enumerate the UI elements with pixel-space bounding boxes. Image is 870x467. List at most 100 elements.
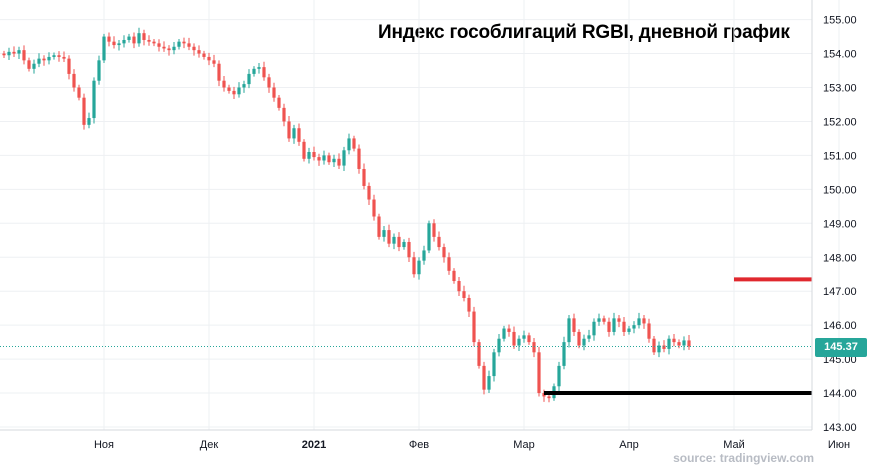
candle-body	[567, 318, 571, 343]
x-tick-label: Июн	[828, 439, 850, 451]
candle-body	[572, 318, 576, 332]
candle-body	[387, 230, 391, 244]
candle-body	[437, 236, 441, 248]
candle-body	[302, 141, 306, 159]
candle-body	[367, 185, 371, 200]
candle-body	[517, 338, 521, 346]
candle-body	[327, 155, 331, 163]
candle-body	[117, 43, 121, 46]
candle-body	[512, 331, 516, 346]
candle-body	[397, 236, 401, 248]
candle-body	[602, 318, 606, 322]
y-tick-label: 151.00	[823, 150, 857, 162]
x-tick-label: Май	[723, 439, 745, 451]
candle-body	[472, 311, 476, 343]
candle-body	[17, 50, 21, 54]
candle-body	[42, 58, 46, 61]
candle-body	[127, 36, 131, 40]
candle-body	[217, 63, 221, 81]
candle-body	[497, 338, 501, 353]
candle-body	[337, 158, 341, 166]
candle-body	[307, 152, 311, 159]
candle-body	[22, 50, 26, 61]
y-tick-label: 148.00	[823, 252, 857, 264]
candle-body	[532, 342, 536, 353]
candle-body	[282, 107, 286, 122]
y-axis: 143.00 144.00 145.00 146.00 147.00 148.00 149.…	[811, 0, 857, 434]
candle-body	[82, 97, 86, 125]
y-tick-label: 147.00	[823, 286, 857, 298]
candle-body	[687, 340, 691, 347]
candle-body	[582, 338, 586, 346]
candle-body	[107, 36, 111, 42]
candle-body	[507, 328, 511, 332]
candle-body	[187, 43, 191, 47]
candle-body	[432, 223, 436, 237]
x-tick-label: 2021	[302, 439, 326, 451]
y-tick-label: 146.00	[823, 320, 857, 332]
candle-body	[657, 345, 661, 353]
y-tick-label: 150.00	[823, 184, 857, 196]
candle-body	[617, 318, 621, 322]
candle-body	[442, 247, 446, 258]
candle-body	[352, 138, 356, 149]
candle-body	[72, 73, 76, 88]
candle-body	[407, 241, 411, 258]
candle-body	[237, 87, 241, 95]
candle-body	[262, 67, 266, 78]
candle-body	[412, 257, 416, 275]
y-tick-label: 143.00	[823, 422, 857, 434]
candle-body	[147, 39, 151, 42]
last-price-badge: 145.37	[815, 338, 867, 357]
grid-lines	[0, 0, 840, 430]
candle-body	[487, 376, 491, 390]
candle-body	[467, 297, 471, 312]
candle-body	[587, 335, 591, 339]
candle-body	[137, 33, 141, 44]
candle-body	[227, 87, 231, 91]
candle-body	[562, 342, 566, 366]
candle-body	[557, 365, 561, 387]
y-tick-label: 154.00	[823, 49, 857, 61]
candle-body	[62, 56, 66, 59]
candle-body	[447, 257, 451, 271]
candle-body	[652, 338, 656, 353]
candle-body	[102, 36, 106, 61]
candle-body	[242, 84, 246, 88]
candle-body	[642, 318, 646, 324]
candle-body	[167, 48, 171, 51]
candle-body	[577, 331, 581, 346]
candle-body	[372, 199, 376, 217]
candle-body	[162, 46, 166, 49]
candle-body	[92, 80, 96, 119]
candle-body	[522, 335, 526, 339]
candle-body	[607, 321, 611, 332]
candle-body	[202, 53, 206, 57]
candle-body	[592, 321, 596, 336]
candle-body	[342, 150, 346, 166]
candle-body	[392, 236, 396, 244]
candle-body	[482, 365, 486, 390]
candle-body	[197, 50, 201, 54]
candle-body	[647, 323, 651, 339]
source-label: source: tradingview.com	[673, 451, 814, 465]
x-tick-label: Дек	[200, 439, 219, 451]
candle-body	[527, 335, 531, 343]
candle-body	[97, 60, 101, 81]
candle-body	[502, 328, 506, 339]
candle-body	[457, 281, 461, 292]
y-tick-label: 144.00	[823, 388, 857, 400]
candle-body	[7, 51, 11, 56]
candle-body	[172, 46, 176, 51]
candle-body	[177, 41, 181, 47]
y-tick-label: 149.00	[823, 218, 857, 230]
candle-body	[597, 318, 601, 322]
candle-body	[402, 241, 406, 248]
candle-body	[417, 260, 421, 275]
candle-body	[207, 56, 211, 61]
candle-body	[627, 328, 631, 332]
candle-body	[2, 53, 6, 56]
y-tick-label: 155.00	[823, 15, 857, 27]
candle-body	[422, 250, 426, 261]
